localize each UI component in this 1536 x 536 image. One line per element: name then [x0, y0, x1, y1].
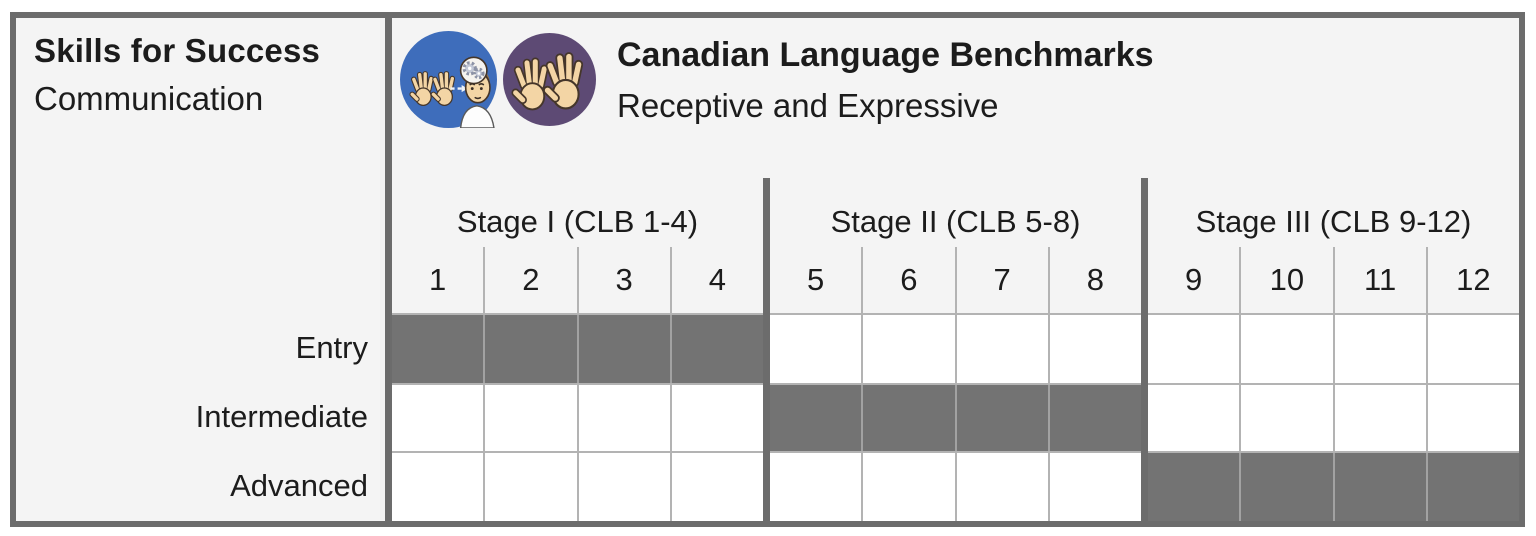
cell-entry-clb7: [954, 315, 1048, 383]
cell-advanced-clb10: [1239, 453, 1333, 521]
cell-entry-clb5: [770, 315, 862, 383]
cell-advanced-clb12: [1425, 453, 1519, 521]
clb-header: Canadian Language Benchmarks Receptive a…: [392, 18, 1519, 178]
cell-advanced-clb3: [576, 453, 670, 521]
clb-column-header-2: 2: [483, 247, 576, 313]
stage-label-3: Stage III (CLB 9-12): [1195, 204, 1472, 239]
clb-header-text: Canadian Language Benchmarks Receptive a…: [617, 35, 1154, 125]
grid-row-intermediate: [770, 383, 1141, 451]
cell-entry-clb11: [1332, 315, 1426, 383]
cell-entry-clb9: [1148, 315, 1240, 383]
stage-label-1: Stage I (CLB 1-4): [456, 204, 699, 239]
clb-column-header-10: 10: [1239, 247, 1332, 313]
cell-entry-clb4: [669, 315, 763, 383]
clb-column-header-12: 12: [1425, 247, 1519, 313]
cell-entry-clb6: [861, 315, 955, 383]
cell-intermediate-clb3: [576, 385, 670, 451]
cell-intermediate-clb10: [1239, 385, 1333, 451]
thinking-head: [459, 56, 495, 128]
cell-advanced-clb6: [861, 453, 955, 521]
cell-intermediate-clb2: [483, 385, 577, 451]
right-panel: Canadian Language Benchmarks Receptive a…: [392, 18, 1519, 521]
left-panel: Skills for Success Communication Entry In…: [16, 18, 385, 521]
benchmark-number-row: 9 10 11 12: [1148, 247, 1519, 313]
clb-column-header-3: 3: [576, 247, 670, 313]
grid-row-intermediate: [1148, 383, 1519, 451]
cell-advanced-clb11: [1332, 453, 1426, 521]
clb-column-header-6: 6: [861, 247, 954, 313]
cell-intermediate-clb7: [954, 385, 1048, 451]
row-label-advanced: Advanced: [230, 468, 368, 503]
cell-entry-clb2: [483, 315, 577, 383]
cell-entry-clb3: [576, 315, 670, 383]
row-labels: Entry Intermediate Advanced: [16, 313, 385, 521]
stage-divider: [763, 178, 770, 521]
outer-frame: Skills for Success Communication Entry In…: [10, 12, 1525, 527]
cell-intermediate-clb6: [861, 385, 955, 451]
clb-column-header-8: 8: [1047, 247, 1141, 313]
clb-column-header-11: 11: [1332, 247, 1426, 313]
cell-entry-clb1: [392, 315, 484, 383]
cell-advanced-clb4: [669, 453, 763, 521]
cell-advanced-clb1: [392, 453, 484, 521]
stage-label-2: Stage II (CLB 5-8): [830, 204, 1081, 239]
grid-row-entry: [392, 313, 763, 383]
clb-subtitle: Receptive and Expressive: [617, 87, 999, 124]
cell-advanced-clb5: [770, 453, 862, 521]
cell-intermediate-clb9: [1148, 385, 1240, 451]
stage-divider: [1141, 178, 1148, 521]
cell-intermediate-clb8: [1047, 385, 1141, 451]
cell-advanced-clb2: [483, 453, 577, 521]
cell-entry-clb8: [1047, 315, 1141, 383]
clb-column-header-4: 4: [669, 247, 763, 313]
expressive-signing-icon: [503, 33, 596, 126]
left-panel-title: Skills for Success: [34, 32, 321, 69]
grid-row-entry: [770, 313, 1141, 383]
clb-column-header-9: 9: [1185, 262, 1203, 297]
grid-row-advanced: [392, 451, 763, 521]
cell-intermediate-clb11: [1332, 385, 1426, 451]
cell-intermediate-clb4: [669, 385, 763, 451]
clb-grid: Stage I (CLB 1-4) 1 2 3 4 Stage II (CLB 5-8) 5…: [392, 178, 1519, 521]
stage-group-3: Stage III (CLB 9-12) 9 10 11 12: [1148, 178, 1519, 521]
cell-advanced-clb9: [1148, 453, 1240, 521]
cell-entry-clb12: [1425, 315, 1519, 383]
stage-group-2: Stage II (CLB 5-8) 5 6 7 8: [770, 178, 1141, 521]
row-label-intermediate: Intermediate: [195, 399, 368, 434]
clb-column-header-7: 7: [954, 247, 1048, 313]
cell-entry-clb10: [1239, 315, 1333, 383]
receptive-signing-icon: [400, 31, 497, 128]
clb-column-header-5: 5: [807, 262, 825, 297]
stage-group-1: Stage I (CLB 1-4) 1 2 3 4: [392, 178, 763, 521]
cell-advanced-clb8: [1047, 453, 1141, 521]
row-label-entry: Entry: [295, 330, 368, 365]
left-panel-subtitle: Communication: [34, 80, 264, 117]
clb-column-header-1: 1: [429, 262, 447, 297]
grid-row-entry: [1148, 313, 1519, 383]
cell-intermediate-clb1: [392, 385, 484, 451]
grid-row-intermediate: [392, 383, 763, 451]
panel-divider: [385, 18, 392, 521]
grid-row-advanced: [770, 451, 1141, 521]
cell-intermediate-clb5: [770, 385, 862, 451]
clb-title: Canadian Language Benchmarks: [617, 36, 1154, 74]
grid-row-advanced: [1148, 451, 1519, 521]
cell-intermediate-clb12: [1425, 385, 1519, 451]
cell-advanced-clb7: [954, 453, 1048, 521]
